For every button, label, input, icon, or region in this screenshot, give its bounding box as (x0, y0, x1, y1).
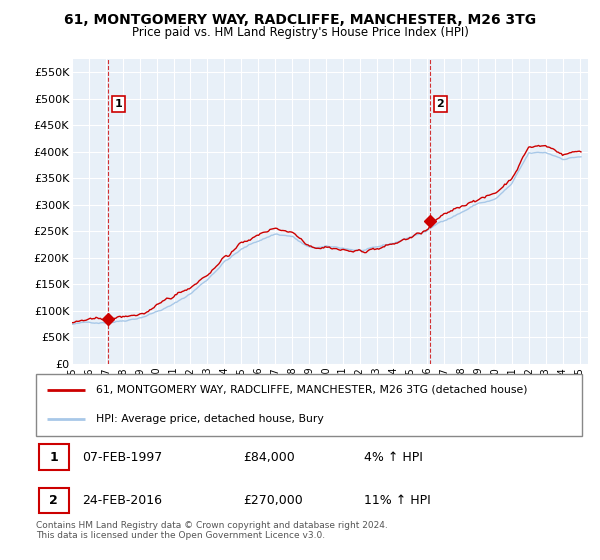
Text: Price paid vs. HM Land Registry's House Price Index (HPI): Price paid vs. HM Land Registry's House … (131, 26, 469, 39)
Text: 2: 2 (49, 494, 58, 507)
Text: HPI: Average price, detached house, Bury: HPI: Average price, detached house, Bury (96, 414, 324, 424)
Text: Contains HM Land Registry data © Crown copyright and database right 2024.
This d: Contains HM Land Registry data © Crown c… (36, 521, 388, 540)
FancyBboxPatch shape (39, 488, 69, 514)
Text: £270,000: £270,000 (244, 494, 303, 507)
Text: 1: 1 (49, 451, 58, 464)
FancyBboxPatch shape (36, 374, 582, 436)
Text: £84,000: £84,000 (244, 451, 295, 464)
Text: 24-FEB-2016: 24-FEB-2016 (82, 494, 163, 507)
FancyBboxPatch shape (39, 445, 69, 470)
Text: 61, MONTGOMERY WAY, RADCLIFFE, MANCHESTER, M26 3TG (detached house): 61, MONTGOMERY WAY, RADCLIFFE, MANCHESTE… (96, 385, 527, 395)
Text: 11% ↑ HPI: 11% ↑ HPI (364, 494, 430, 507)
Text: 61, MONTGOMERY WAY, RADCLIFFE, MANCHESTER, M26 3TG: 61, MONTGOMERY WAY, RADCLIFFE, MANCHESTE… (64, 13, 536, 27)
Text: 2: 2 (437, 99, 445, 109)
Text: 07-FEB-1997: 07-FEB-1997 (82, 451, 163, 464)
Text: 4% ↑ HPI: 4% ↑ HPI (364, 451, 422, 464)
Text: 1: 1 (114, 99, 122, 109)
